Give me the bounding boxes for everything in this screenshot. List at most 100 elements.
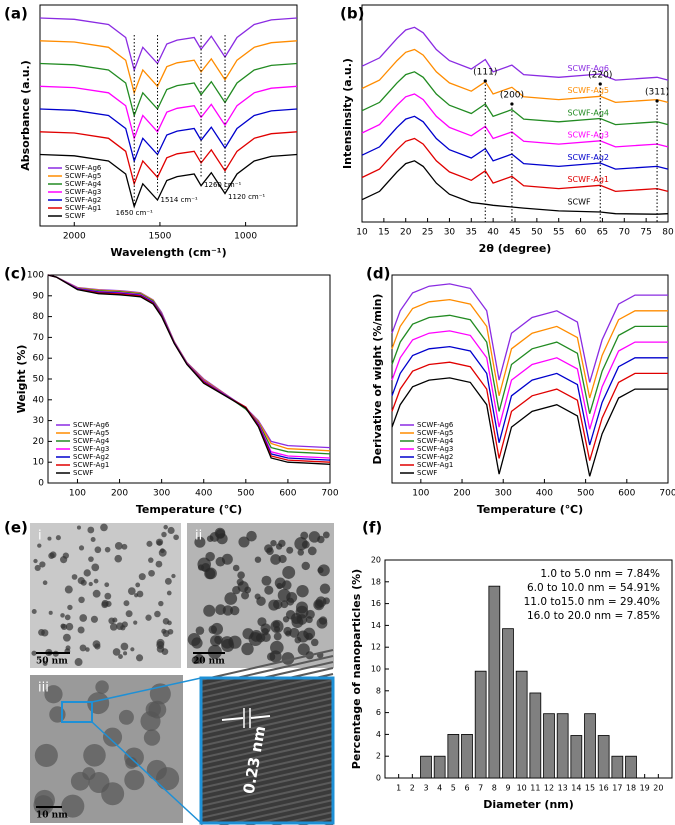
x-tick-label: 300 [495,489,512,499]
legend-label: SCWF [417,469,437,477]
particle [301,561,310,571]
lattice-fringe [200,739,334,771]
particle [37,543,42,548]
x-tick-label: 20 [400,228,412,238]
bar [625,755,637,779]
particle [216,533,228,545]
legend-label: SCWF-Ag5 [417,429,453,437]
y-tick-label: 80 [33,312,45,322]
particle [154,610,161,618]
particle [112,617,118,623]
bar [420,755,432,779]
particle [146,540,153,547]
particle [143,729,161,746]
legend-label: SCWF-Ag4 [65,180,102,188]
particle [125,756,138,769]
particle [120,642,129,651]
x-tick-label: 700 [659,489,675,499]
particle [201,563,211,573]
particle [135,654,144,662]
lattice-arrow [221,717,244,721]
annotation-dot [598,82,602,86]
particle [121,621,128,628]
particle [148,557,154,563]
particle [164,577,172,585]
legend-label: SCWF-Ag2 [417,453,453,461]
series-line [39,40,298,95]
image-label: iii [38,681,49,696]
particle [278,539,286,548]
particle [104,546,111,553]
y-tick-label: 4 [376,730,381,739]
particle [282,616,290,623]
x-tick-label: 15 [585,784,595,793]
legend-label: SCWF-Ag6 [65,164,102,172]
particle [31,650,37,656]
legend-label: SCWF-Ag1 [417,461,453,469]
legend-label: SCWF-Ag1 [73,461,109,469]
particle [48,552,55,559]
x-tick-label: 20 [653,784,663,793]
lattice-fringe [200,745,334,777]
particle [237,581,249,593]
series-label: SCWF-Ag4 [567,108,609,117]
y-tick-label: 0 [38,479,44,489]
lattice-fringe [200,781,334,813]
particle [290,612,302,625]
y-tick-label: 30 [33,416,45,426]
particle [114,542,123,550]
particle [278,554,287,564]
zoom-frame [199,676,335,825]
scale-label: 20 nm [193,657,225,667]
bar [570,735,583,779]
particle [286,546,294,554]
series-line [391,314,668,414]
series-line [361,93,669,148]
legend-label: SCWF [65,212,85,220]
particle [171,573,176,579]
particle [94,643,101,650]
annotation: 1650 cm⁻¹ [116,209,153,217]
particle [60,556,68,564]
lattice-fringe [200,793,334,825]
particle [246,530,257,542]
bar [529,692,542,779]
y-tick-label: 14 [371,621,381,630]
particle [156,540,163,546]
particle [61,794,85,818]
legend-label: SCWF-Ag1 [65,204,101,212]
particle [261,575,272,586]
x-tick-label: 35 [466,228,477,238]
lattice-fringe [218,799,334,825]
series-line [361,137,669,193]
series-line [39,108,298,164]
x-tick-label: 80 [662,228,674,238]
particle [289,627,300,638]
series-label: SCWF-Ag5 [567,86,609,95]
zoom-connector [91,721,202,824]
series-line [361,48,669,104]
bar [461,734,473,779]
scale-label: 10 nm [36,811,68,821]
particle [100,523,108,532]
particle [159,548,165,554]
particle [215,604,226,615]
particle [214,635,223,645]
particle [322,597,330,605]
particle [44,685,63,704]
series-line [39,131,298,186]
particle [264,585,274,595]
particle [301,540,310,549]
particle [305,616,313,624]
particle [241,591,250,600]
x-tick-label: 400 [195,489,212,499]
particle [67,604,73,611]
particle [95,680,109,694]
y-tick-label: 50 [33,375,45,385]
legend-label: SCWF-Ag3 [73,445,109,453]
series-line [39,153,298,209]
series-line [361,26,669,81]
particle [87,692,110,715]
particle [273,599,283,610]
